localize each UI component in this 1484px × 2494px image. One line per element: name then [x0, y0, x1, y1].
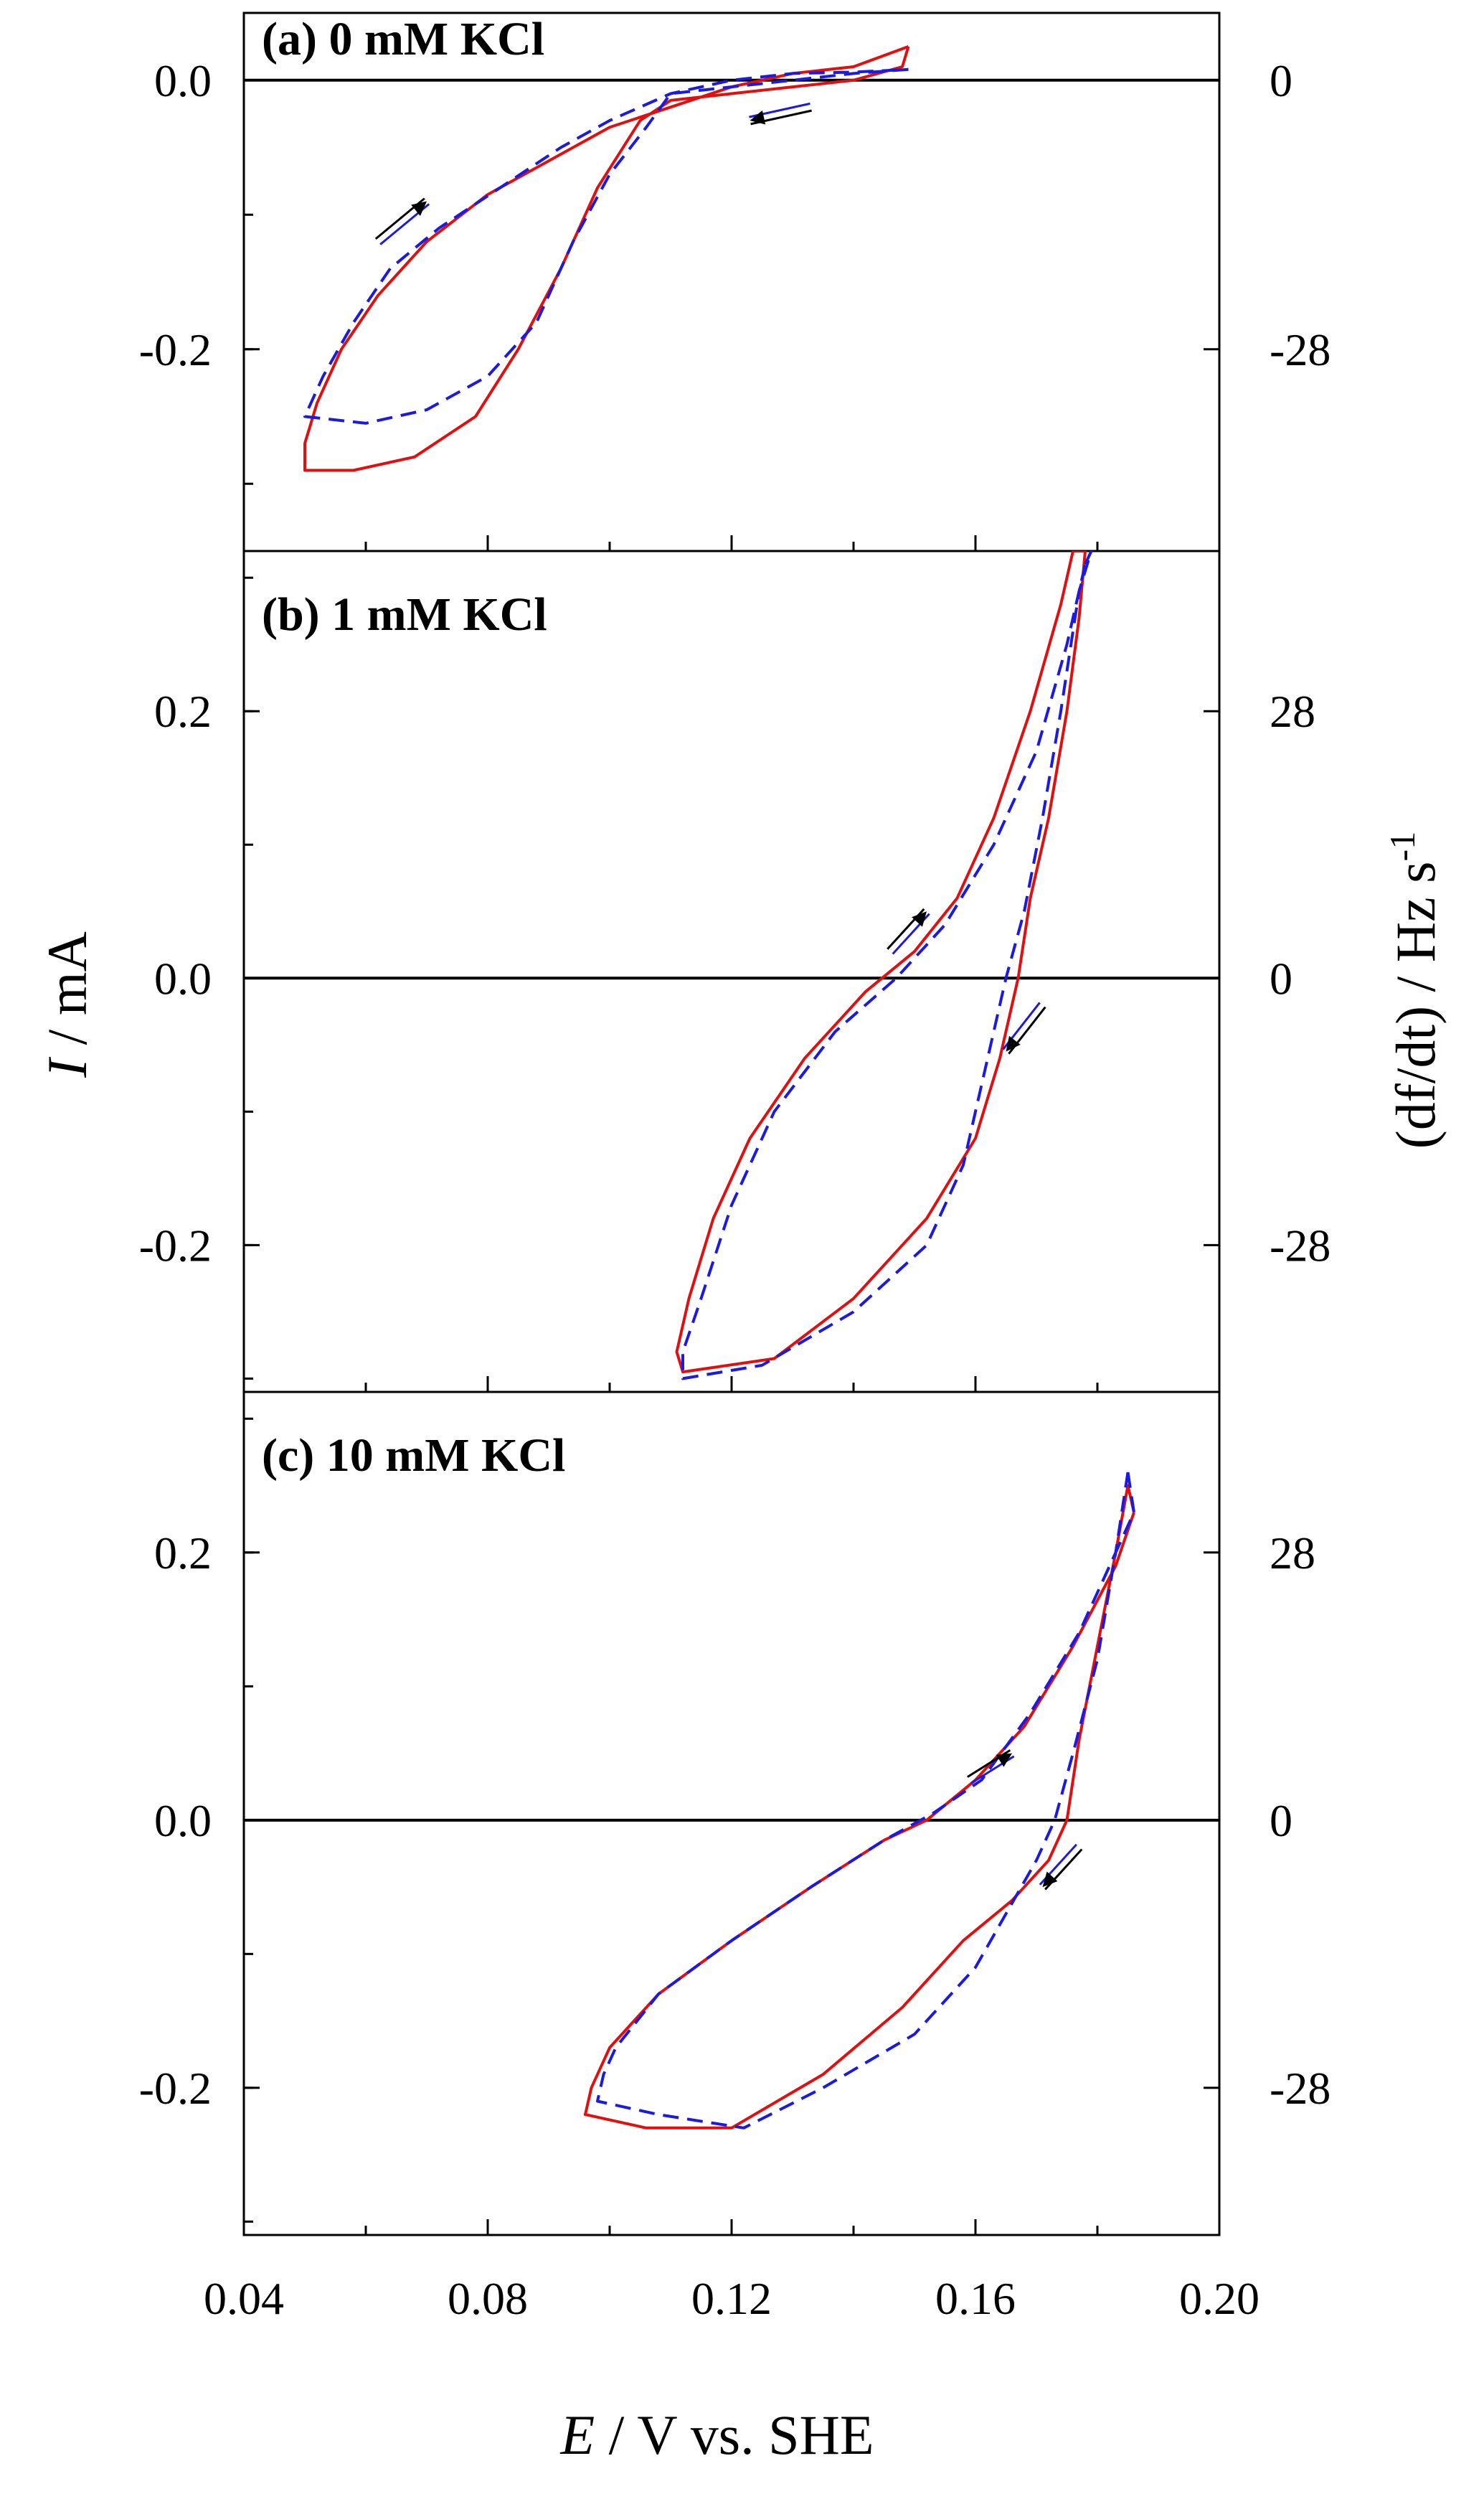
- right-tick-label: 28: [1270, 1528, 1315, 1578]
- left-tick-label: 0.2: [154, 686, 212, 737]
- left-tick-label: 0.2: [154, 1528, 212, 1578]
- plot-area: [675, 551, 1093, 1380]
- y-axis-right-sup: -1: [1382, 832, 1422, 862]
- right-tick-label: -28: [1270, 324, 1331, 375]
- series-dfdt-line: [681, 551, 1093, 1380]
- x-tick-label: 0.12: [691, 2273, 772, 2324]
- right-tick-label: 0: [1270, 55, 1292, 106]
- y-axis-left-title: I / mA: [36, 931, 98, 1078]
- panel-label: (c) 10 mM KCl: [262, 1429, 565, 1482]
- scan-arrow-head: [411, 201, 427, 216]
- x-tick-label: 0.20: [1179, 2273, 1259, 2324]
- x-axis-symbol: E: [559, 2404, 595, 2466]
- left-tick-label: -0.2: [139, 2063, 212, 2114]
- right-tick-label: 0: [1270, 953, 1292, 1004]
- left-tick-label: -0.2: [139, 324, 212, 375]
- series-current-line: [675, 551, 1087, 1374]
- scan-arrow-head: [912, 911, 927, 927]
- panels-group: 0.0 -0.2 0 -28 (a) 0 mM KCl 0.2 0.0 -0.2 28 0 -28 (…: [139, 11, 1331, 2236]
- right-tick-label: 28: [1270, 686, 1315, 737]
- plot-area: [584, 1472, 1135, 2130]
- plot-area: [303, 45, 910, 472]
- scan-arrow-head: [1006, 1035, 1021, 1052]
- y-axis-left-unit: / mA: [36, 931, 98, 1059]
- left-tick-label: -0.2: [139, 1220, 212, 1271]
- y-axis-right-main: (df/dt) / Hz s: [1384, 861, 1447, 1149]
- right-tick-label: 0: [1270, 1795, 1292, 1846]
- series-dfdt-line: [303, 67, 909, 425]
- panel-0: 0.0 -0.2 0 -28 (a) 0 mM KCl: [139, 11, 1331, 552]
- x-tick-label: 0.16: [935, 2273, 1016, 2324]
- panel-label: (b) 1 mM KCl: [262, 588, 547, 641]
- x-ticks-group: 0.04 0.08 0.12 0.16 0.20: [204, 2273, 1259, 2324]
- y-axis-right-title: (df/dt) / Hz s-1: [1382, 832, 1447, 1149]
- scan-arrow-head: [996, 1753, 1012, 1767]
- x-axis-title: E / V vs. SHE: [559, 2404, 874, 2466]
- series-current-line: [584, 1484, 1135, 2130]
- left-tick-label: 0.0: [154, 1795, 212, 1846]
- left-tick-label: 0.0: [154, 55, 212, 106]
- panel-2: 0.2 0.0 -0.2 28 0 -28 (c) 10 mM KCl: [139, 1390, 1331, 2236]
- x-tick-label: 0.08: [448, 2273, 528, 2324]
- y-axis-left-symbol: I: [36, 1056, 98, 1078]
- scan-arrow-head: [1042, 1871, 1058, 1888]
- series-current-line: [303, 45, 910, 472]
- x-axis-unit: / V vs. SHE: [595, 2404, 874, 2466]
- series-dfdt-line: [596, 1472, 1135, 2130]
- right-tick-label: -28: [1270, 2063, 1331, 2114]
- panel-label: (a) 0 mM KCl: [262, 13, 544, 65]
- left-tick-label: 0.0: [154, 953, 212, 1004]
- scan-arrow-head: [750, 110, 766, 125]
- x-tick-label: 0.04: [204, 2273, 284, 2324]
- right-tick-label: -28: [1270, 1220, 1331, 1271]
